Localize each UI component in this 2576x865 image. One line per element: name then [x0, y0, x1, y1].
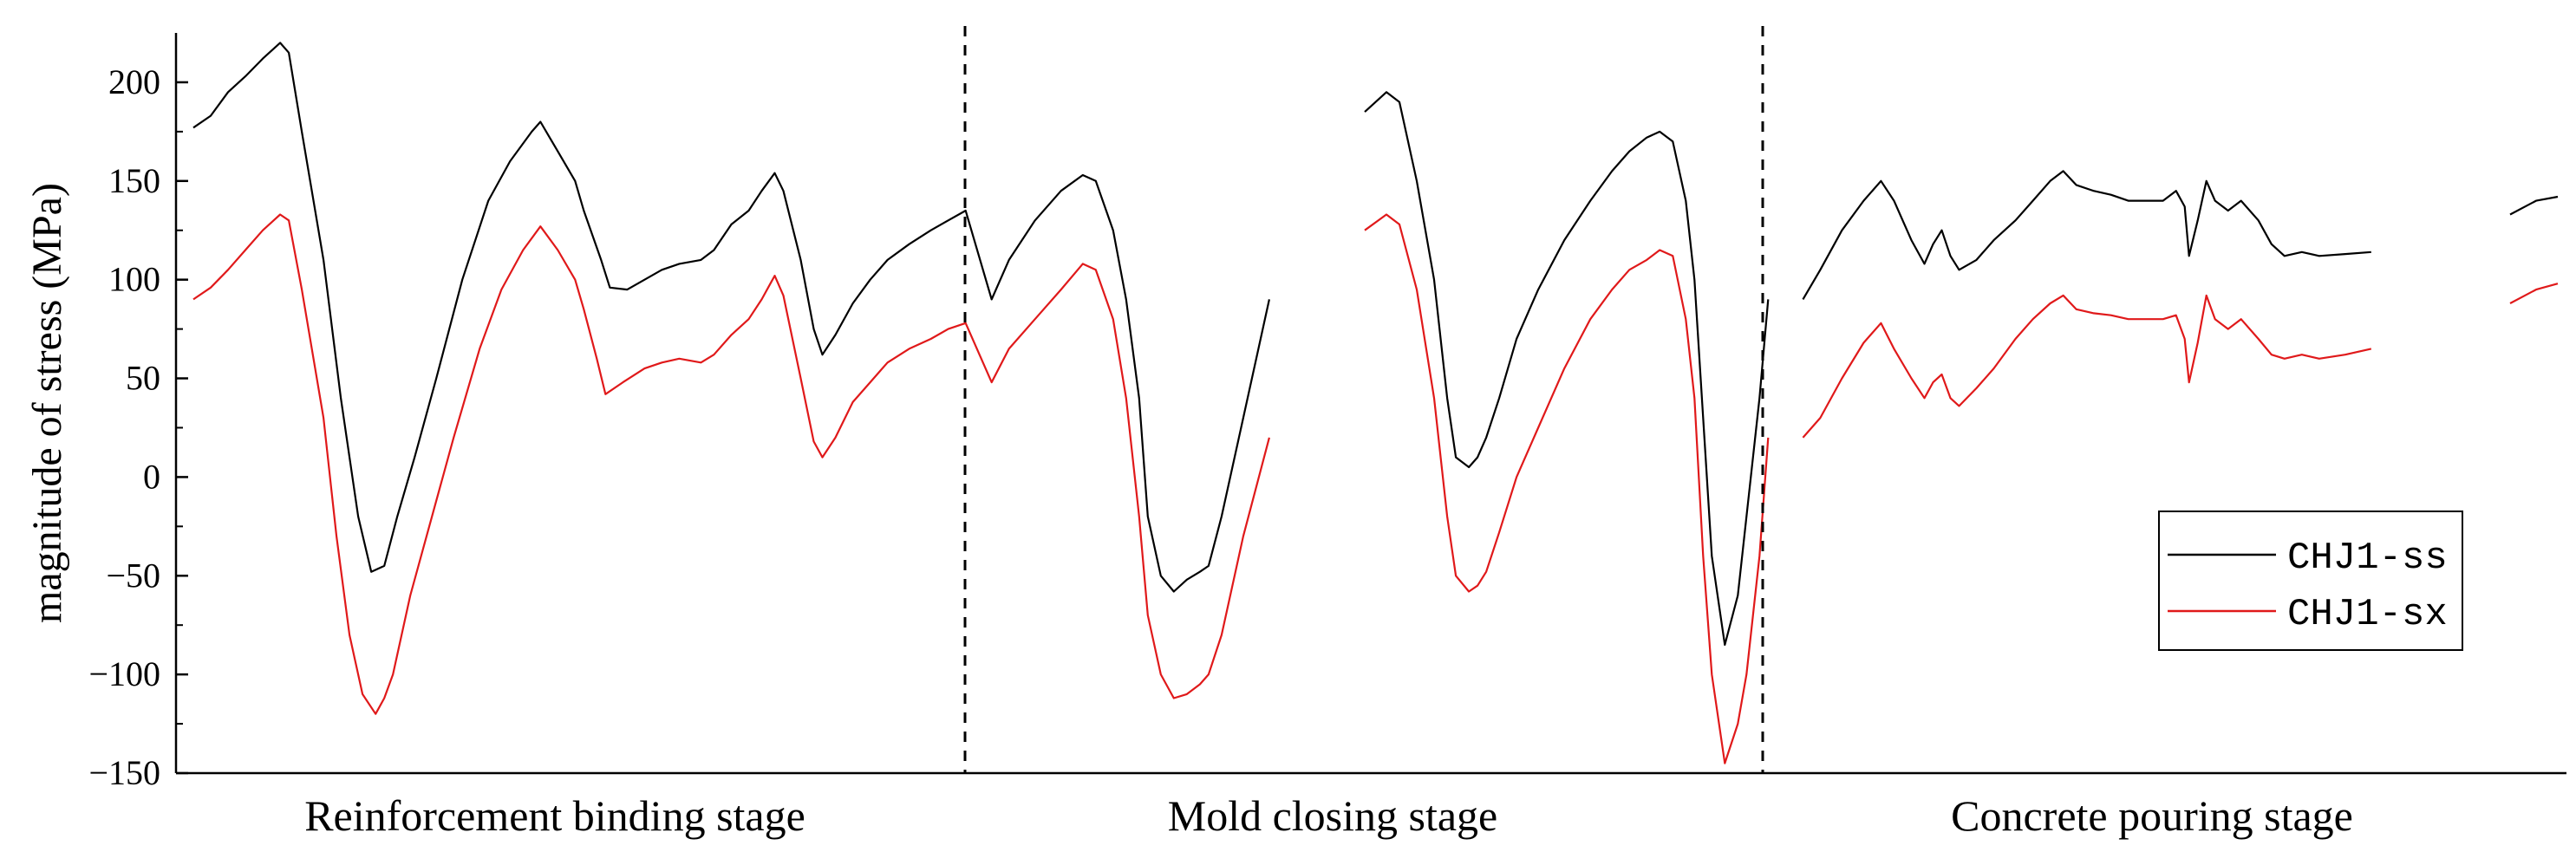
y-tick-label: 100 — [108, 260, 160, 299]
legend-label-chj1-ss: CHJ1-ss — [2287, 537, 2448, 580]
stage-dividers — [963, 26, 1764, 773]
legend: CHJ1-ss CHJ1-sx — [2158, 511, 2463, 651]
y-ticks: −150 −100 −50 0 50 100 150 200 — [88, 62, 188, 792]
y-tick-label: 50 — [126, 359, 160, 398]
y-tick-label: −50 — [106, 556, 160, 595]
y-tick-label: 150 — [108, 161, 160, 200]
series-line-chj1-ss-segment-4 — [1364, 91, 1770, 647]
series-line-chj1-sx-segment-5 — [1802, 294, 2372, 439]
series-line-chj1-ss-segment-1 — [192, 42, 1270, 593]
stage-labels: Reinforcement binding stage Mold closing … — [304, 791, 2353, 840]
y-axis-title: magnitude of stress (MPa) — [24, 183, 70, 623]
series-line-chj1-sx-segment-9 — [2509, 283, 2559, 304]
series-line-chj1-ss-segment-9 — [2509, 195, 2559, 216]
y-tick-label: 0 — [143, 457, 160, 496]
legend-label-chj1-sx: CHJ1-sx — [2287, 593, 2448, 636]
stage-label-3: Concrete pouring stage — [1951, 791, 2353, 840]
series-line-chj1-sx-segment-4 — [1364, 213, 1770, 764]
y-tick-label: −150 — [88, 753, 160, 792]
legend-box — [2158, 511, 2463, 651]
stage-label-2: Mold closing stage — [1168, 791, 1498, 840]
axes — [174, 33, 2566, 775]
stage-label-1: Reinforcement binding stage — [304, 791, 805, 840]
series-layer — [192, 42, 2559, 764]
series-line-chj1-ss-segment-5 — [1802, 170, 2371, 300]
y-tick-label: −100 — [88, 654, 160, 693]
series-line-chj1-sx-segment-1 — [192, 213, 1270, 715]
y-tick-label: 200 — [108, 62, 160, 101]
